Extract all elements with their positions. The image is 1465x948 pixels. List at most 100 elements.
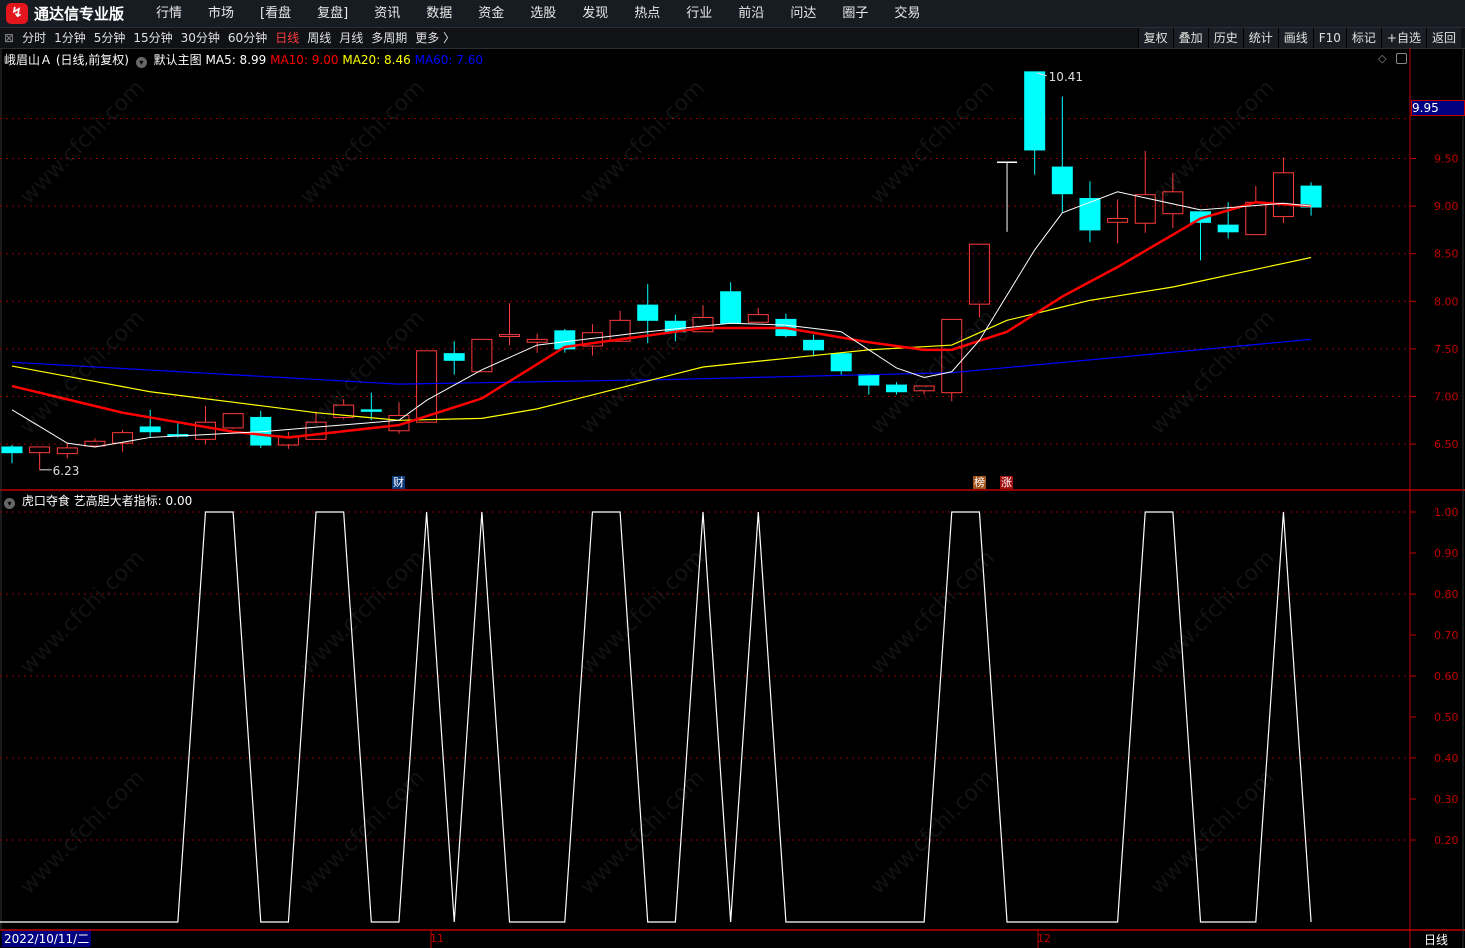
main-chart-label[interactable]: 默认主图 (153, 53, 202, 67)
menu-item[interactable]: [看盘 (260, 6, 292, 21)
tool-button[interactable]: 返回 (1425, 28, 1461, 48)
candle-body (1162, 191, 1184, 215)
candle-body (1245, 201, 1267, 236)
candle-body (56, 447, 78, 455)
tool-button[interactable]: 标记 (1345, 28, 1381, 48)
candle-body (360, 409, 382, 412)
y-tick-label: 0.20 (1434, 834, 1459, 847)
y-tick-label: 7.00 (1434, 391, 1459, 404)
tab-period[interactable]: 60分钟 (227, 31, 268, 45)
tab-period[interactable]: 月线 (339, 31, 364, 45)
candle-body (720, 291, 742, 324)
period-toolbar: ⊠ 分时 1分钟 5分钟 15分钟 30分钟 60分钟 日线 周线 月线 多周期 更多 〉 复权 叠加… (0, 28, 1465, 49)
chevron-down-icon[interactable]: ▾ (4, 498, 15, 509)
tab-period[interactable]: 1分钟 (54, 31, 86, 45)
ma5-value: MA5: 8.99 (205, 53, 267, 67)
menu-item[interactable]: 复盘] (317, 6, 349, 21)
y-tick-label: 8.50 (1434, 248, 1459, 261)
candle-body (1024, 71, 1046, 151)
tool-button[interactable]: 历史 (1207, 28, 1243, 48)
menu-item[interactable]: 选股 (530, 6, 557, 21)
candle-body (1051, 166, 1073, 195)
candle-body (1134, 194, 1156, 224)
tab-period[interactable]: 周线 (307, 31, 332, 45)
menu-item[interactable]: 数据 (426, 6, 453, 21)
y-tick-label: 9.00 (1434, 200, 1459, 213)
tab-period[interactable]: 15分钟 (133, 31, 173, 45)
ma-line-ma10 (11, 201, 1312, 439)
tab-period[interactable]: 更多 〉 (415, 31, 456, 45)
menu-item[interactable]: 发现 (582, 6, 609, 21)
candle-body (830, 353, 852, 372)
low-price-annotation: 6.23 (53, 464, 80, 478)
candle-body (194, 421, 216, 440)
diamond-icon[interactable]: ◇ (1378, 52, 1387, 65)
menu-item[interactable]: 交易 (894, 6, 921, 21)
y-tick-label: 0.90 (1434, 547, 1459, 560)
menu-item[interactable]: 行情 (156, 6, 183, 21)
y-tick-label: 9.50 (1434, 153, 1459, 166)
tab-period[interactable]: 30分钟 (180, 31, 220, 45)
candle-body (1300, 185, 1322, 208)
event-mark-rank[interactable]: 榜 (973, 476, 986, 489)
tool-button[interactable]: 统计 (1242, 28, 1278, 48)
menu-item[interactable]: 前沿 (738, 6, 765, 21)
tab-period[interactable]: 5分钟 (93, 31, 126, 45)
ma60-value: MA60: 7.60 (414, 53, 484, 67)
tab-period[interactable]: 日线 (275, 31, 300, 45)
candle-body (1079, 197, 1101, 231)
candle-body (1217, 224, 1239, 233)
high-price-annotation: 10.41 (1049, 70, 1083, 84)
candle-body (222, 413, 244, 429)
tab-period[interactable]: 分时 (22, 31, 47, 45)
ma10-value: MA10: 9.00 (270, 53, 339, 67)
chevron-down-icon[interactable]: ▾ (135, 57, 147, 68)
main-menu: 行情 市场 [看盘 复盘] 资讯 数据 资金 选股 发现 热点 行业 前沿 问达 圈子 交易 (143, 0, 933, 27)
candle-body (858, 374, 880, 386)
candle-body (305, 421, 327, 440)
y-tick-label: 0.40 (1434, 752, 1459, 765)
month-label: 11 (430, 932, 444, 945)
menu-item[interactable]: 问达 (790, 6, 817, 21)
candle-body (885, 384, 907, 393)
y-tick-label: 6.50 (1434, 438, 1459, 451)
candle-body (968, 243, 990, 305)
candle-body (29, 446, 51, 454)
indicator-label: 虎口夺食 艺高胆大者指标: 0.00 (21, 494, 193, 508)
y-tick-label: 0.70 (1434, 629, 1459, 642)
candle-body (499, 334, 521, 338)
candle-body (443, 353, 465, 361)
tool-button[interactable]: 叠加 (1172, 28, 1208, 48)
menu-item[interactable]: 市场 (208, 6, 235, 21)
menu-item[interactable]: 资金 (478, 6, 505, 21)
candle-body (526, 338, 548, 343)
menu-item[interactable]: 行业 (686, 6, 713, 21)
menu-item[interactable]: 资讯 (374, 6, 401, 21)
candle-body (1190, 211, 1212, 223)
event-mark-finance[interactable]: 财 (392, 476, 405, 489)
candle-body (803, 339, 825, 351)
tool-button[interactable]: F10 (1312, 28, 1346, 48)
tool-button[interactable]: 复权 (1137, 28, 1173, 48)
ma-line-ma60 (11, 338, 1312, 385)
event-mark-limit-up[interactable]: 涨 (1000, 476, 1013, 489)
chart-tools: 复权 叠加 历史 统计 画线 F10 标记 +自选 返回 (1137, 28, 1461, 48)
main-chart-legend: 峨眉山Ａ (日线,前复权) ▾ 默认主图 MA5: 8.99 MA10: 9.0… (4, 51, 483, 68)
panel-toggle-icon[interactable] (1396, 53, 1407, 64)
candle-body (913, 385, 935, 392)
tool-button[interactable]: 画线 (1277, 28, 1313, 48)
stock-name: 峨眉山Ａ (日线,前复权) (4, 53, 129, 67)
candle-body (139, 426, 161, 433)
menu-item[interactable]: 圈子 (842, 6, 869, 21)
sidebar-toggle-icon[interactable]: ⊠ (4, 31, 15, 45)
app-title: 通达信专业版 (34, 5, 125, 23)
period-tabs: ⊠ 分时 1分钟 5分钟 15分钟 30分钟 60分钟 日线 周线 月线 多周期 更多 〉 (0, 28, 459, 48)
menu-item[interactable]: 热点 (634, 6, 661, 21)
annotation-arrow (1036, 72, 1047, 77)
tab-period[interactable]: 多周期 (371, 31, 408, 45)
ma-line-ma5 (11, 191, 1312, 448)
tool-button[interactable]: +自选 (1380, 28, 1426, 48)
y-tick-label: 8.00 (1434, 295, 1459, 308)
ma20-value: MA20: 8.46 (342, 53, 411, 67)
